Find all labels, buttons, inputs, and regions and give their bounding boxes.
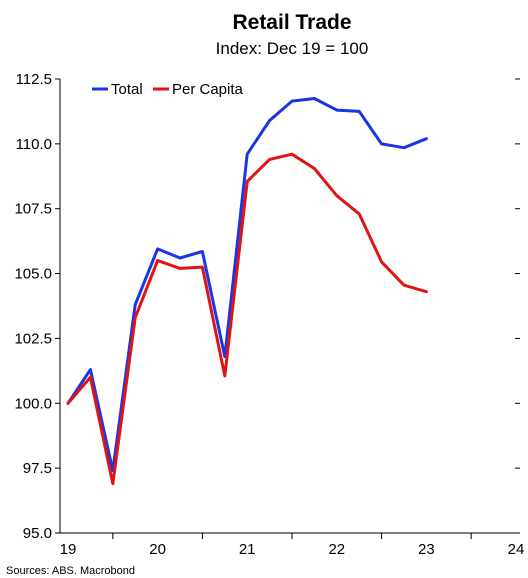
y-axis: 95.0 97.5 100.0 102.5 105.0 107.5 110.0 112.5 <box>14 71 520 542</box>
plot-area <box>66 97 428 486</box>
x-tick-label: 22 <box>328 541 345 558</box>
source-note: Sources: ABS. Macrobond <box>6 565 135 577</box>
y-tick-label: 102.5 <box>14 330 52 347</box>
series-line-per-capita <box>66 152 428 486</box>
y-tick-label: 107.5 <box>14 201 52 218</box>
y-tick-label: 110.0 <box>16 136 52 153</box>
chart-title: Retail Trade <box>232 11 351 34</box>
x-tick-label: 21 <box>239 541 256 558</box>
x-tick-label: 23 <box>418 541 435 558</box>
x-tick-label: 19 <box>60 541 77 558</box>
x-tick-label: 24 <box>508 541 525 558</box>
legend-label-per-capita: Per Capita <box>172 81 244 98</box>
y-tick-label: 105.0 <box>14 266 52 283</box>
y-tick-label: 100.0 <box>14 395 52 412</box>
y-tick-label: 95.0 <box>23 525 52 542</box>
y-tick-label: 112.5 <box>16 71 52 88</box>
series-line-total <box>66 97 428 473</box>
x-axis: 19 20 21 22 23 24 <box>60 532 525 558</box>
chart-subtitle: Index: Dec 19 = 100 <box>216 39 369 58</box>
x-tick-label: 20 <box>149 541 166 558</box>
legend-label-total: Total <box>111 81 143 98</box>
y-tick-label: 97.5 <box>23 460 52 477</box>
legend: Total Per Capita <box>92 81 244 98</box>
